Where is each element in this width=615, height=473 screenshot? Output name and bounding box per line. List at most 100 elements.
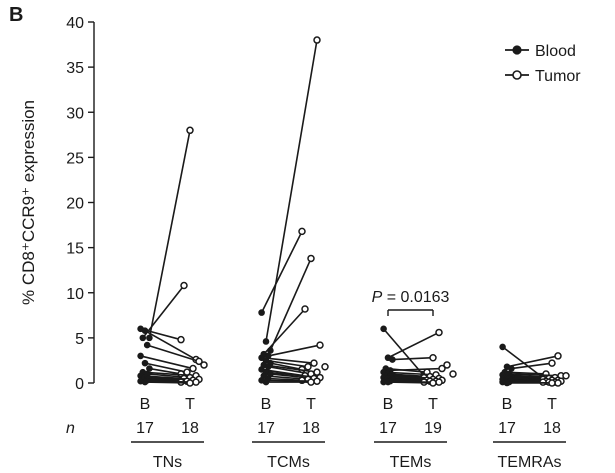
group-tcms-pair-line — [269, 258, 312, 351]
group-tns-tumor-n: 18 — [181, 420, 199, 437]
group-temras-tumor-point — [554, 352, 562, 360]
group-tns-blood-point — [146, 365, 153, 372]
group-tcms-blood-point — [264, 363, 272, 371]
group-tns-pair-line — [149, 367, 182, 375]
group-tcms-pair-line — [265, 39, 318, 342]
group-tems-blood-point — [389, 356, 396, 363]
group-tns-tumor-point — [180, 281, 188, 290]
group-tns-blood-point — [141, 359, 149, 367]
group-tns-pair-line — [148, 130, 191, 339]
y-axis-label: % CD8⁺CCR9⁺ expression — [19, 100, 38, 305]
group-tcms-tumor-point — [307, 378, 315, 386]
group-tcms-pair-line — [260, 231, 303, 313]
group-temras-blood-label: B — [502, 396, 513, 413]
group-tns-tumor-point — [177, 335, 185, 344]
group-tcms-blood-label: B — [261, 396, 272, 413]
group-temras-tumor-point — [562, 372, 570, 380]
legend-label: Tumor — [535, 68, 581, 85]
group-tems-name: TEMs — [390, 454, 432, 471]
group-tns-tumor-label: T — [185, 396, 195, 413]
y-tick-label: 10 — [66, 286, 84, 303]
group-tcms-pair-line — [268, 344, 321, 357]
group-tcms-tumor-point — [298, 227, 306, 236]
group-tns-blood-point — [143, 341, 151, 349]
group-tns-tumor-point — [200, 361, 208, 369]
group-temras-blood-point — [499, 343, 506, 351]
group-tcms-blood-point — [262, 378, 270, 386]
group-tns-tumor-point — [186, 126, 194, 135]
group-tns-tumor-point — [189, 364, 197, 373]
group-temras-blood-point — [503, 379, 511, 387]
p-value-symbol: P — [372, 289, 383, 306]
group-tems-tumor-point — [429, 353, 437, 362]
y-tick-label: 5 — [75, 331, 84, 348]
group-tcms-tumor-n: 18 — [302, 420, 320, 437]
group-tems-blood-point — [384, 378, 392, 386]
group-temras-tumor-point — [548, 379, 556, 387]
y-tick-label: 20 — [66, 196, 84, 213]
y-tick-label: 40 — [66, 15, 84, 32]
group-tcms-tumor-point — [304, 363, 312, 371]
group-tcms-pair-line — [263, 308, 306, 355]
group-tcms-blood-point — [258, 309, 265, 316]
group-tcms-blood-point — [262, 338, 270, 345]
group-tems-tumor-point — [449, 370, 457, 378]
group-tcms-tumor-label: T — [306, 396, 316, 413]
group-tems-tumor-point — [429, 379, 437, 387]
group-temras-pair-line — [511, 362, 553, 370]
group-tems-pair-line — [382, 328, 425, 377]
group-tems-pair-line — [387, 331, 440, 359]
group-tcms-tumor-point — [310, 359, 318, 367]
group-temras-tumor-point — [554, 379, 562, 387]
group-tns-pair-line — [146, 344, 200, 363]
group-tns-pair-line — [140, 355, 194, 370]
group-tns-pair-line — [144, 381, 191, 384]
group-tcms-name: TCMs — [267, 454, 310, 471]
n-row-label: n — [66, 420, 75, 437]
group-tns-name: TNs — [153, 454, 182, 471]
y-tick-label: 30 — [66, 105, 84, 122]
group-tns-pair-line — [142, 285, 185, 339]
group-tns-blood-point — [139, 334, 147, 342]
group-tcms-tumor-point — [313, 377, 321, 385]
group-tems-pair-line — [392, 356, 434, 361]
group-tems-blood-n: 17 — [379, 420, 397, 437]
group-tcms-pair-line — [263, 364, 318, 373]
group-tns-blood-point — [146, 334, 153, 342]
legend-marker-blood — [512, 45, 522, 55]
group-tems-tumor-point — [443, 361, 451, 369]
y-tick-label: 15 — [66, 241, 84, 258]
group-temras-blood-point — [508, 365, 515, 372]
p-value-text: = 0.0163 — [382, 289, 449, 306]
group-tems-tumor-n: 19 — [424, 420, 442, 437]
group-tns-blood-label: B — [140, 396, 151, 413]
group-tcms-tumor-point — [307, 254, 315, 263]
group-tns-blood-point — [141, 378, 149, 386]
group-tcms-tumor-point — [301, 305, 309, 313]
group-tcms-tumor-point — [321, 363, 329, 371]
group-tems-tumor-point — [435, 378, 443, 386]
legend-label: Blood — [535, 43, 576, 60]
group-temras-name: TEMRAs — [498, 454, 562, 471]
group-tems-tumor-point — [435, 328, 443, 337]
y-tick-label: 35 — [66, 60, 84, 77]
group-tcms-pair-line — [261, 356, 315, 364]
group-tcms-blood-n: 17 — [257, 420, 275, 437]
group-tns-tumor-point — [192, 378, 200, 386]
group-tems-tumor-label: T — [428, 396, 438, 413]
group-tems-pair-line — [387, 381, 434, 384]
panel-label: B — [9, 4, 24, 26]
group-tems-blood-label: B — [383, 396, 394, 413]
group-tems-pair-line — [390, 367, 443, 372]
y-tick-label: 0 — [75, 376, 84, 393]
group-temras-tumor-label: T — [547, 396, 557, 413]
group-tcms-pair-line — [270, 362, 303, 371]
group-tems-tumor-point — [438, 364, 446, 373]
group-tcms-pair-line — [268, 377, 303, 382]
legend: Blood Tumor — [505, 43, 581, 85]
group-tns-tumor-point — [195, 357, 203, 366]
group-tcms-tumor-point — [313, 36, 321, 44]
group-tcms-tumor-point — [316, 341, 324, 349]
group-tns-blood-n: 17 — [136, 420, 154, 437]
